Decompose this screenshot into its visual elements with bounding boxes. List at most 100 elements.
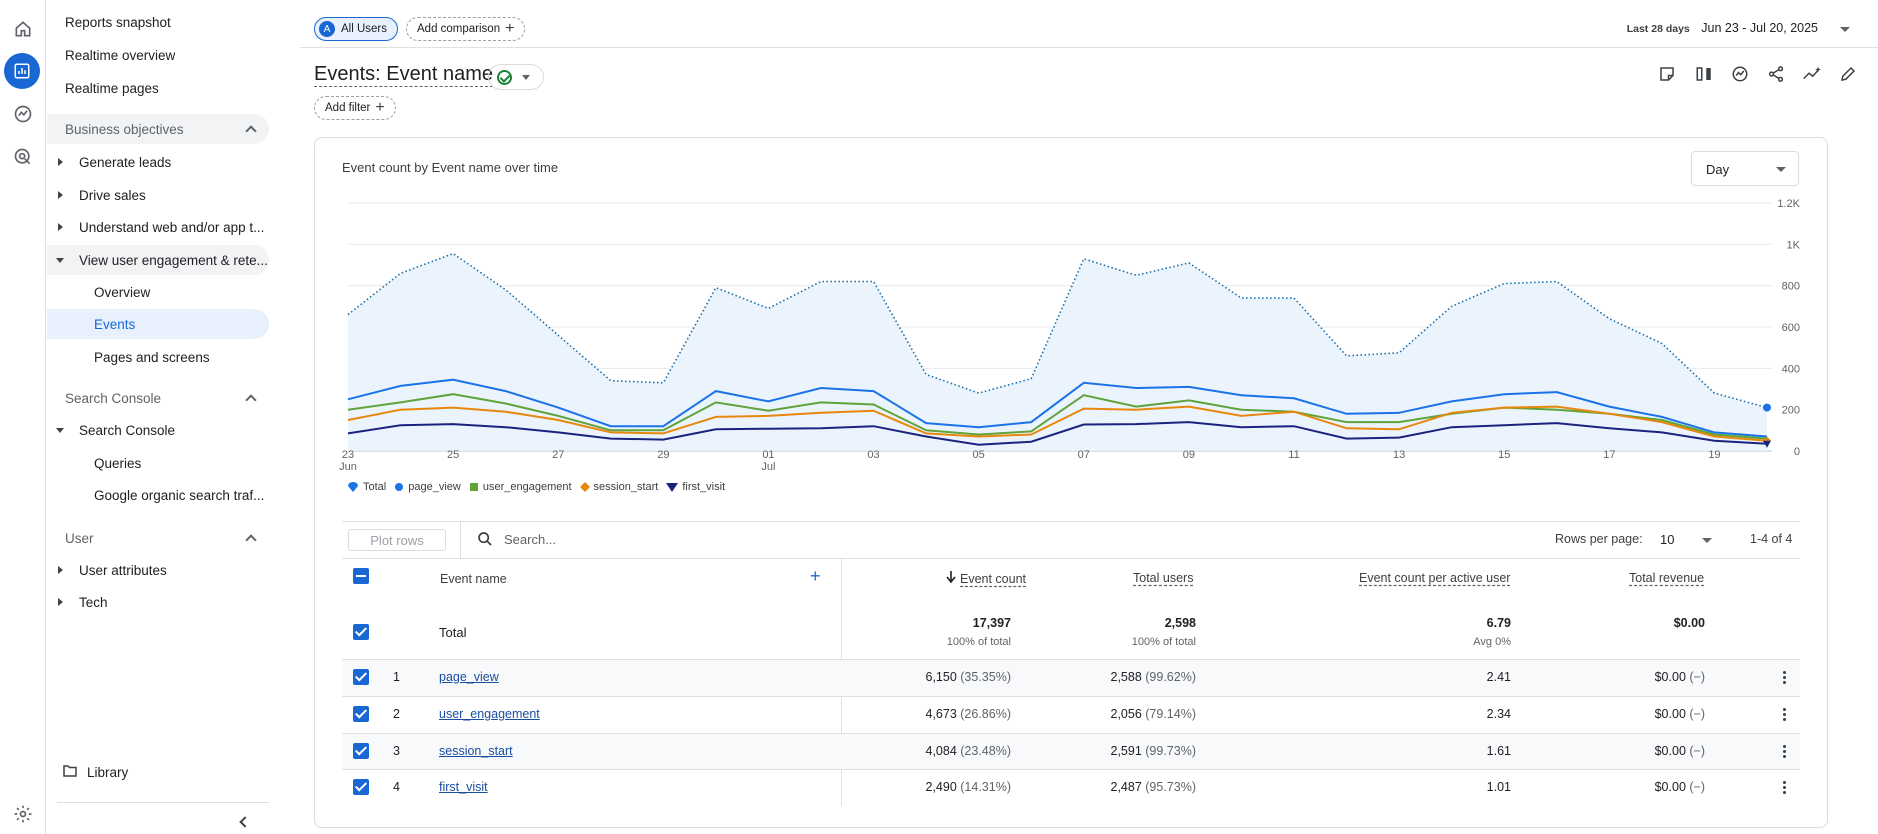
row-checkbox[interactable] <box>353 743 369 759</box>
column-header-event-count-per-user[interactable]: Event count per active user <box>1359 571 1511 585</box>
more-vert-icon[interactable] <box>1783 781 1786 794</box>
row-checkbox[interactable] <box>353 669 369 685</box>
sidebar-item-label: Drive sales <box>79 187 146 203</box>
collapse-sidebar-icon[interactable] <box>239 816 251 828</box>
event-name-link[interactable]: session_start <box>439 744 513 758</box>
event-name-link[interactable]: user_engagement <box>439 707 540 721</box>
y-tick-label: 400 <box>1782 363 1800 375</box>
check-circle-icon <box>497 69 512 85</box>
more-vert-icon[interactable] <box>1783 708 1786 721</box>
column-header-event-count[interactable]: Event count <box>946 571 1026 586</box>
sidebar-item-realtime-overview[interactable]: Realtime overview <box>47 40 269 70</box>
sidebar-item-library[interactable]: Library <box>47 757 269 787</box>
legend-item-total[interactable]: Total <box>347 481 386 493</box>
advertising-icon[interactable] <box>10 144 36 170</box>
revenue-cell: $0.00 (−) <box>1655 744 1705 758</box>
settings-icon[interactable] <box>10 801 36 827</box>
page-title[interactable]: Events: Event name <box>314 63 493 87</box>
legend-marker-session-start <box>579 482 590 492</box>
column-header-total-revenue[interactable]: Total revenue <box>1629 571 1705 585</box>
explore-icon[interactable] <box>10 101 36 127</box>
chevron-down-icon[interactable] <box>1840 27 1850 32</box>
sidebar-item-tech[interactable]: Tech <box>47 587 269 617</box>
legend-label: session_start <box>593 481 659 493</box>
legend-label: user_engagement <box>482 481 572 493</box>
section-search-console[interactable]: Search Console <box>47 383 269 413</box>
reports-icon[interactable] <box>4 53 40 89</box>
sidebar-item-pages-and-screens[interactable]: Pages and screens <box>47 342 269 372</box>
date-range-picker[interactable]: Last 28 days Jun 23 - Jul 20, 2025 <box>1627 21 1818 35</box>
more-vert-icon[interactable] <box>1783 745 1786 758</box>
x-tick-label: 25 <box>447 449 459 461</box>
sidebar-item-understand-web[interactable]: Understand web and/or app t... <box>47 212 269 242</box>
legend-item-page-view[interactable]: page_view <box>394 481 461 493</box>
sidebar-item-queries[interactable]: Queries <box>47 448 269 478</box>
compare-columns-icon[interactable] <box>1692 62 1716 86</box>
segment-chip[interactable]: A All Users <box>314 17 399 41</box>
sidebar-item-overview[interactable]: Overview <box>47 277 269 307</box>
section-business-objectives[interactable]: Business objectives <box>47 114 269 144</box>
table-row[interactable] <box>342 769 1800 806</box>
sidebar-item-label: Overview <box>94 284 151 300</box>
more-vert-icon[interactable] <box>1783 671 1786 684</box>
plot-rows-button[interactable]: Plot rows <box>348 529 446 551</box>
rows-per-page-select[interactable]: 10 <box>1660 532 1712 547</box>
add-dimension-icon[interactable]: + <box>810 566 821 586</box>
sidebar-item-drive-sales[interactable]: Drive sales <box>47 180 269 210</box>
row-checkbox[interactable] <box>353 779 369 795</box>
insights-icon[interactable] <box>1728 62 1752 86</box>
data-quality-badge[interactable] <box>488 64 544 90</box>
x-tick-label: 09 <box>1183 449 1195 461</box>
row-checkbox[interactable] <box>353 706 369 722</box>
value: $0.00 <box>1654 744 1686 758</box>
search-input[interactable] <box>502 531 802 548</box>
x-tick-month-label: Jul <box>761 461 775 473</box>
add-filter-button[interactable]: Add filter + <box>314 96 396 120</box>
edit-pencil-icon[interactable] <box>1836 62 1860 86</box>
caret-down-icon <box>56 258 64 263</box>
event-name-link[interactable]: page_view <box>439 670 499 684</box>
y-tick-label: 600 <box>1782 322 1800 334</box>
share-icon[interactable] <box>1764 62 1788 86</box>
total-row-checkbox[interactable] <box>353 624 369 640</box>
column-header-total-users[interactable]: Total users <box>1133 571 1194 585</box>
series-line-session_start <box>347 405 1768 442</box>
sidebar-item-label: Events <box>94 316 136 332</box>
value: 6,150 <box>925 670 957 684</box>
section-label: User <box>65 530 94 546</box>
segment-label: All Users <box>341 23 388 35</box>
sidebar-item-reports-snapshot[interactable]: Reports snapshot <box>47 7 269 37</box>
sidebar-item-user-attributes[interactable]: User attributes <box>47 555 269 585</box>
legend-item-user-engagement[interactable]: user_engagement <box>469 481 572 493</box>
home-icon[interactable] <box>10 16 36 42</box>
event-count-cell: 2,490 (14.31%) <box>926 780 1012 794</box>
end-marker-Total <box>1763 403 1771 412</box>
legend-item-first-visit[interactable]: first_visit <box>666 481 725 493</box>
per-user-cell: 2.34 <box>1486 707 1511 721</box>
event-name-link[interactable]: first_visit <box>439 780 488 794</box>
sidebar-item-label: Library <box>87 764 129 780</box>
report-card <box>314 137 1828 828</box>
trend-icon[interactable] <box>1800 62 1824 86</box>
edit-comparison-icon[interactable] <box>1655 62 1679 86</box>
column-header-event-name[interactable]: Event name <box>440 572 507 586</box>
caret-right-icon <box>58 598 63 606</box>
add-comparison-button[interactable]: Add comparison + <box>406 17 526 41</box>
table-row[interactable] <box>342 659 1800 696</box>
avatar: A <box>319 21 335 37</box>
sidebar-item-realtime-pages[interactable]: Realtime pages <box>47 73 269 103</box>
rows-per-page-label: Rows per page: <box>1555 532 1643 546</box>
table-row[interactable] <box>342 696 1800 733</box>
sidebar: Reports snapshot Realtime overview Realt… <box>47 0 273 834</box>
section-user[interactable]: User <box>47 523 269 553</box>
table-row[interactable] <box>342 733 1800 770</box>
sidebar-item-user-engagement[interactable]: View user engagement & rete... <box>47 245 269 275</box>
caret-right-icon <box>58 223 63 231</box>
granularity-select[interactable]: Day <box>1691 151 1799 186</box>
y-tick-label: 1K <box>1787 239 1801 251</box>
select-all-checkbox[interactable] <box>353 568 369 584</box>
sidebar-item-generate-leads[interactable]: Generate leads <box>47 147 269 177</box>
legend-item-session-start[interactable]: session_start <box>579 481 659 493</box>
sidebar-item-events[interactable]: Events <box>47 309 269 339</box>
sidebar-item-search-console[interactable]: Search Console <box>47 415 269 445</box>
